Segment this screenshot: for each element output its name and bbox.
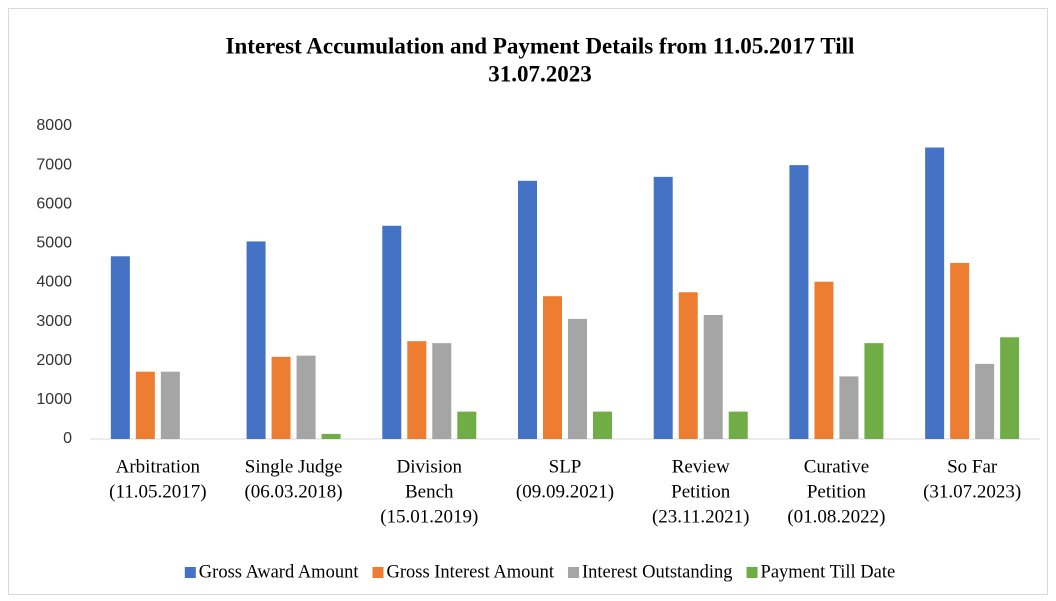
bar <box>568 318 587 439</box>
legend-label: Gross Award Amount <box>199 562 360 582</box>
bar <box>653 176 673 440</box>
y-tick-label: 4000 <box>36 274 72 291</box>
legend-label: Interest Outstanding <box>582 562 733 582</box>
bar <box>593 411 612 439</box>
x-tick-label: So Far <box>947 456 998 477</box>
bar <box>678 292 698 439</box>
chart-title: 31.07.2023 <box>488 61 592 86</box>
y-tick-label: 7000 <box>36 156 72 173</box>
x-tick-label: (09.09.2021) <box>516 481 614 502</box>
bar <box>407 341 427 439</box>
x-tick-label: (15.01.2019) <box>380 506 478 527</box>
legend-swatch <box>184 567 196 578</box>
bar <box>950 262 970 439</box>
legend-swatch <box>746 567 758 578</box>
x-tick-label: SLP <box>549 456 582 477</box>
bar <box>543 296 562 439</box>
x-tick-label: (11.05.2017) <box>109 481 206 502</box>
bar <box>457 411 477 439</box>
x-tick-label: Single Judge <box>245 456 343 477</box>
x-tick-label: Review <box>672 456 730 477</box>
y-tick-label: 6000 <box>36 195 72 212</box>
y-tick-label: 5000 <box>36 235 72 252</box>
bar <box>246 241 266 439</box>
bar <box>703 314 723 439</box>
bar <box>975 363 995 439</box>
y-tick-label: 8000 <box>36 117 72 134</box>
x-tick-label: (01.08.2022) <box>787 506 885 527</box>
bar <box>925 147 945 440</box>
bar <box>432 343 452 439</box>
bar <box>296 355 316 439</box>
x-tick-label: Petition <box>807 481 867 502</box>
bar <box>518 180 537 439</box>
x-tick-label: Division <box>397 456 463 477</box>
x-tick-label: Petition <box>671 481 731 502</box>
legend-label: Gross Interest Amount <box>386 562 554 582</box>
y-tick-label: 2000 <box>36 352 72 369</box>
bar <box>382 225 402 439</box>
x-tick-label: Arbitration <box>116 456 201 477</box>
bar <box>110 256 130 439</box>
bar <box>839 376 859 439</box>
bar <box>864 343 884 439</box>
x-tick-label: Bench <box>405 481 454 502</box>
y-tick-label: 3000 <box>36 313 72 330</box>
bar <box>789 165 809 439</box>
bar <box>728 411 748 439</box>
y-tick-label: 0 <box>63 430 72 447</box>
legend-swatch <box>567 567 579 578</box>
legend-label: Payment Till Date <box>761 562 896 582</box>
y-tick-label: 1000 <box>36 391 72 408</box>
x-tick-label: (31.07.2023) <box>923 481 1021 502</box>
bar <box>814 281 834 439</box>
bar <box>135 371 155 439</box>
x-tick-label: Curative <box>804 456 869 477</box>
x-tick-label: (23.11.2021) <box>652 506 749 527</box>
x-tick-label: (06.03.2018) <box>244 481 342 502</box>
bar <box>160 371 180 439</box>
chart-title: Interest Accumulation and Payment Detail… <box>226 33 855 58</box>
bar <box>271 356 291 439</box>
bar <box>321 433 341 439</box>
bar <box>1000 337 1020 439</box>
legend-swatch <box>372 567 384 578</box>
